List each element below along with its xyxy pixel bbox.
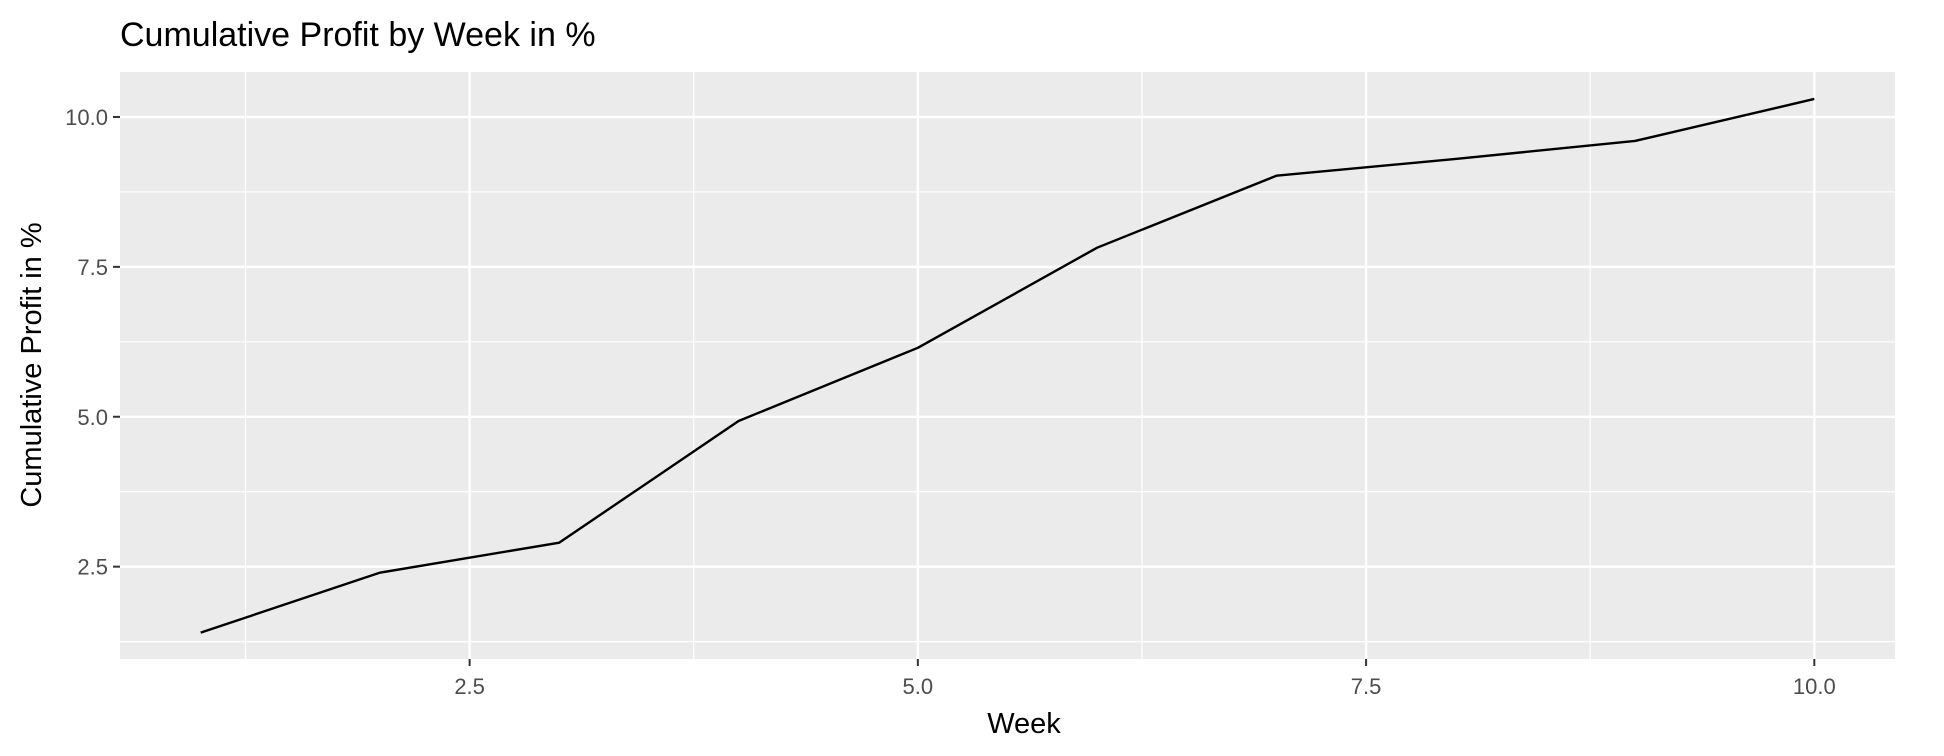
y-tick-label: 7.5 xyxy=(77,255,108,280)
y-axis: 2.5 5.0 7.5 10.0 xyxy=(65,105,120,580)
x-tick-label: 2.5 xyxy=(454,674,485,699)
grid-minor xyxy=(120,72,1895,659)
x-tick-label: 7.5 xyxy=(1351,674,1382,699)
series-layer xyxy=(200,97,1815,634)
plot-panel xyxy=(120,72,1895,659)
y-tick-label: 5.0 xyxy=(77,405,108,430)
x-axis: 2.5 5.0 7.5 10.0 xyxy=(454,659,1836,699)
x-axis-label: Week xyxy=(987,708,1061,740)
series-line-0 xyxy=(200,97,1815,634)
y-axis-label: Cumulative Profit in % xyxy=(16,222,48,507)
x-tick-label: 10.0 xyxy=(1793,674,1836,699)
x-tick-label: 5.0 xyxy=(903,674,934,699)
chart-title: Cumulative Profit by Week in % xyxy=(120,16,596,54)
y-tick-label: 2.5 xyxy=(77,555,108,580)
grid-major xyxy=(120,72,1895,659)
y-tick-label: 10.0 xyxy=(65,105,108,130)
